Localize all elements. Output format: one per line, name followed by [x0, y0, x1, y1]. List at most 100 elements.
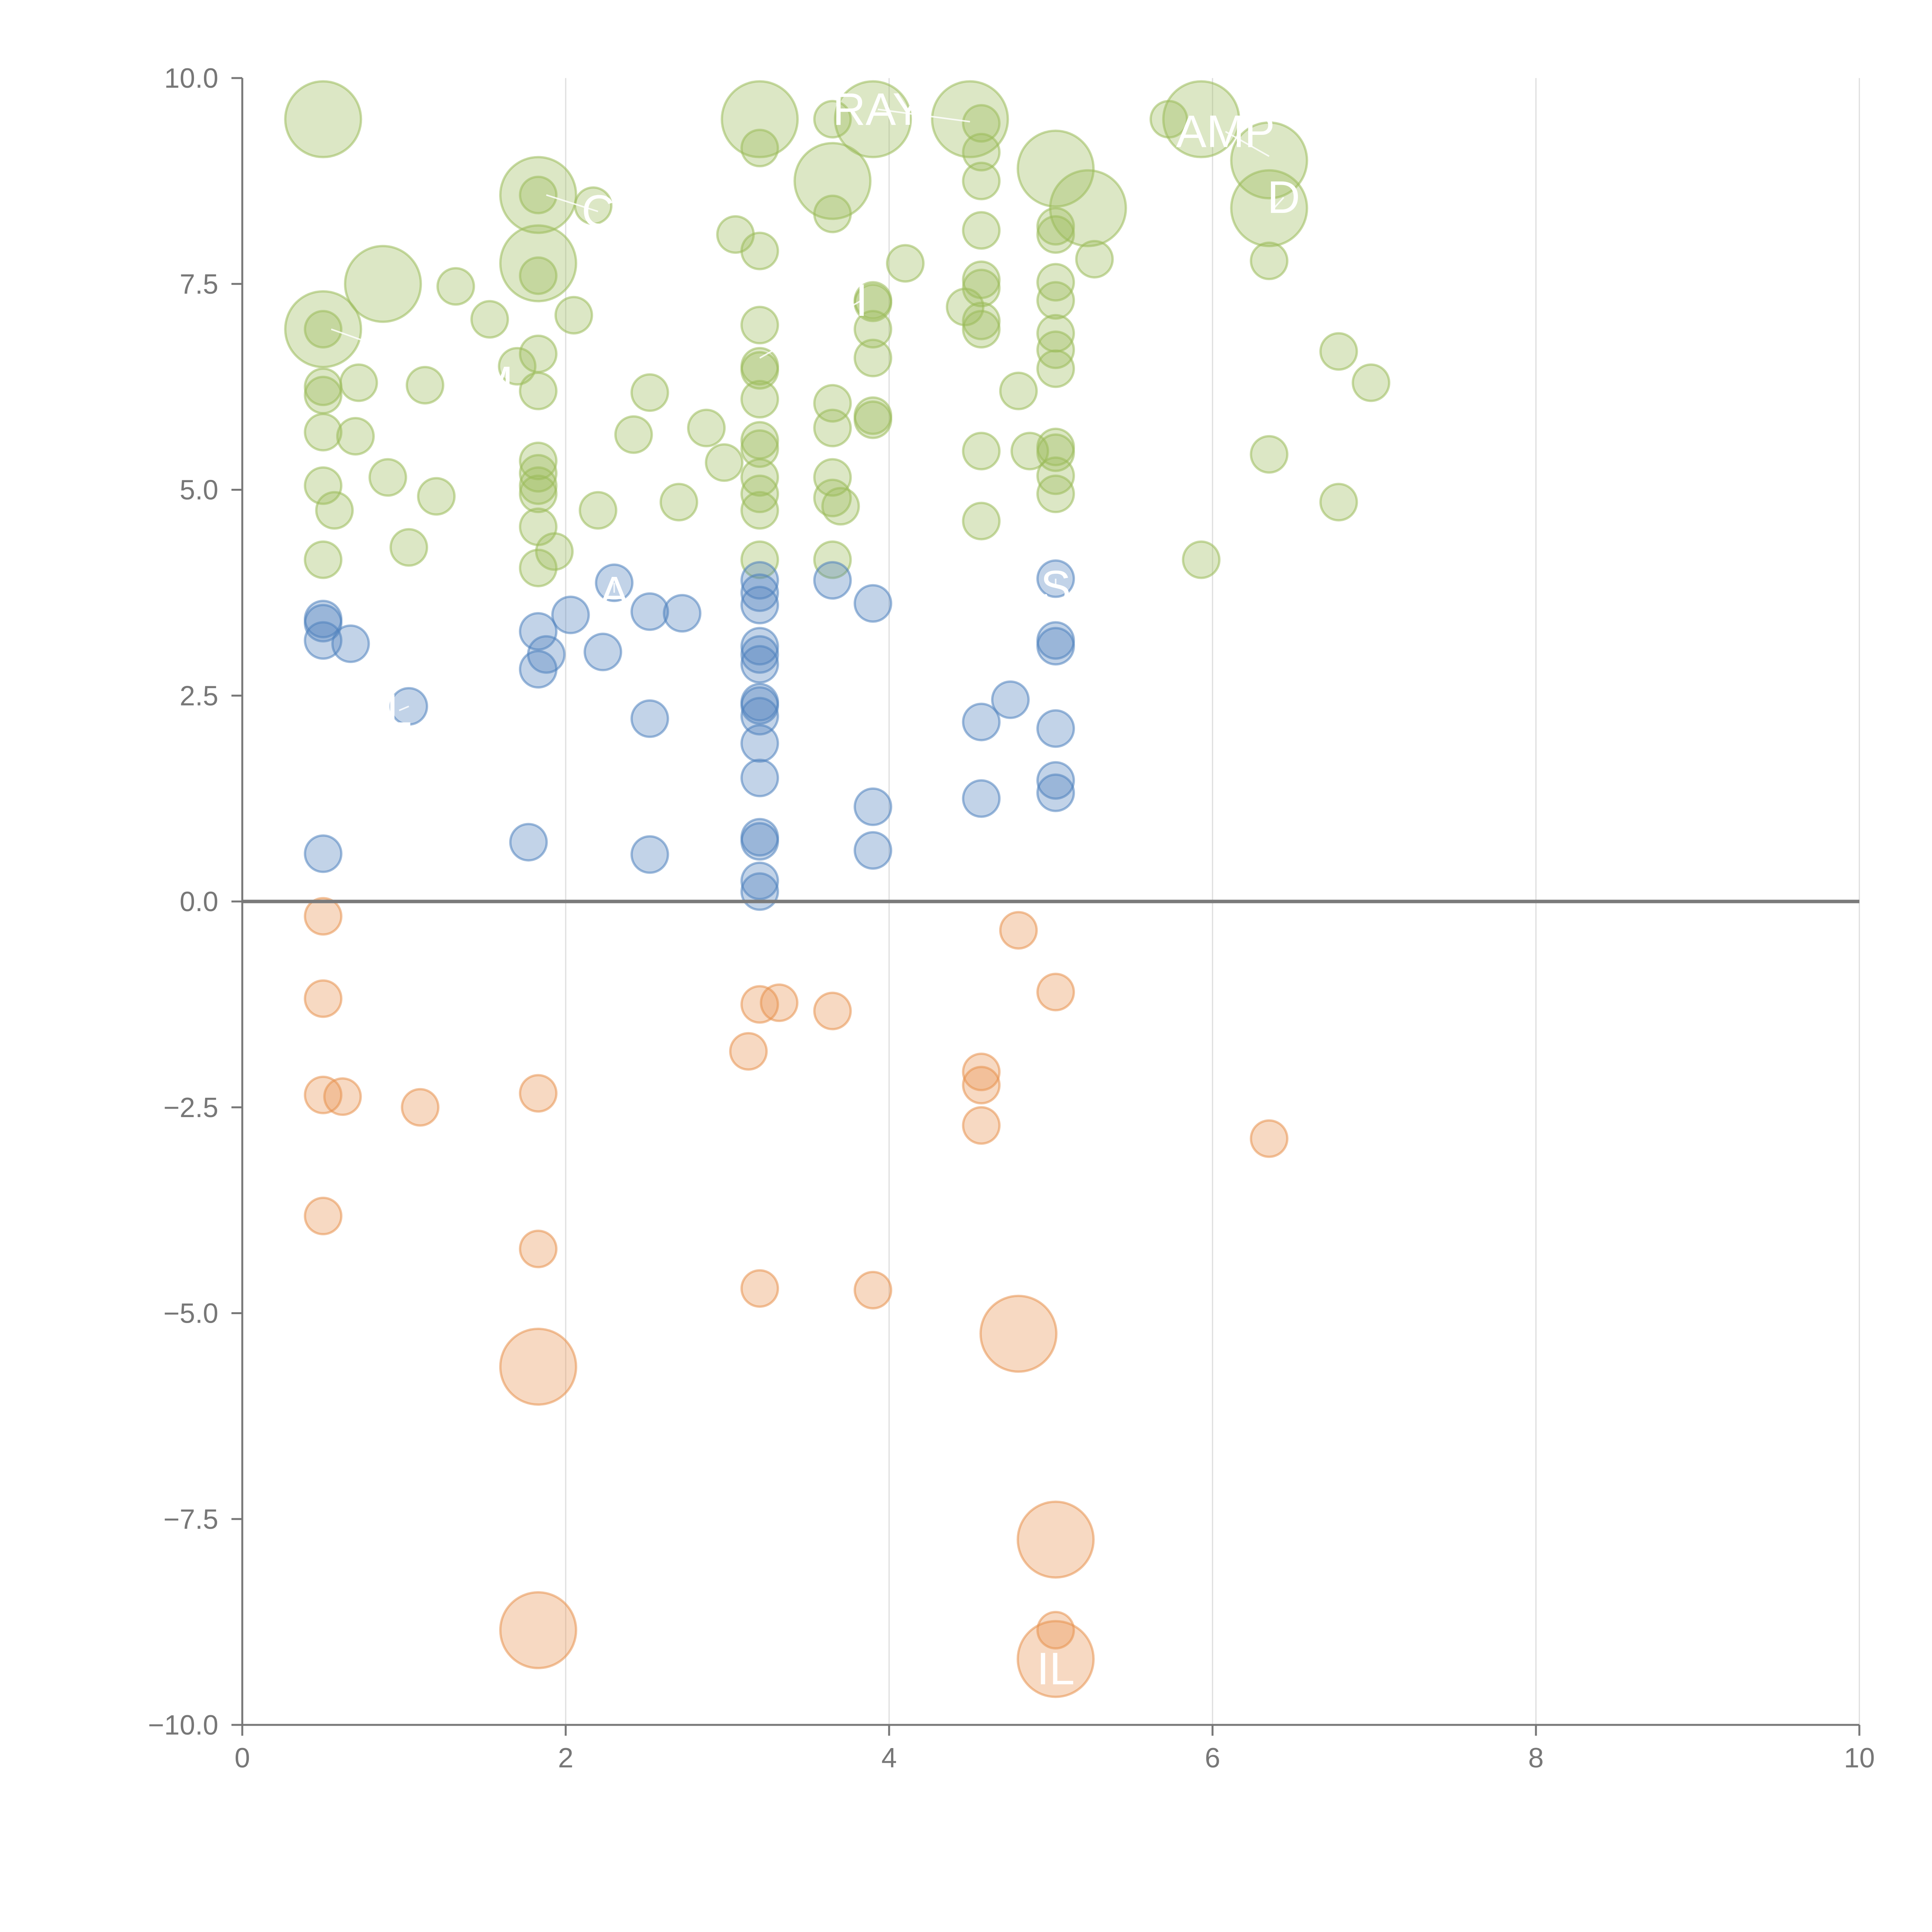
point-negative-8 — [499, 1328, 577, 1406]
y-tick-label: −10.0 — [148, 1710, 218, 1741]
point-high-5 — [304, 413, 343, 452]
point-negative-6 — [519, 1074, 558, 1113]
x-tick-label: 6 — [1205, 1743, 1220, 1774]
point-low-24 — [740, 686, 779, 725]
point-negative-3 — [304, 1197, 343, 1236]
point-low-7 — [519, 612, 558, 651]
point-high-74 — [962, 133, 1001, 172]
point-high-79 — [962, 301, 1001, 340]
point-high-47 — [740, 380, 779, 419]
point-high-49 — [740, 429, 779, 468]
point-negative-9 — [499, 1591, 577, 1669]
point-high-9 — [339, 363, 378, 402]
point-high-56 — [813, 194, 852, 233]
point-negative-2 — [304, 1075, 343, 1114]
point-high-94 — [1036, 433, 1075, 472]
point-high-43 — [740, 231, 779, 270]
data-points — [284, 80, 1391, 1698]
point-high-82 — [962, 502, 1001, 541]
annotation-label: S — [1041, 561, 1071, 612]
x-tick-label: 0 — [235, 1743, 250, 1774]
point-high-50 — [740, 458, 779, 497]
point-high-32 — [554, 296, 593, 335]
point-high-18 — [498, 347, 537, 386]
point-high-30 — [519, 548, 558, 587]
y-tick-label: −2.5 — [163, 1092, 218, 1123]
point-low-36 — [962, 702, 1001, 742]
point-high-21 — [519, 175, 558, 214]
point-high-73 — [962, 104, 1001, 143]
point-low-3 — [304, 834, 343, 873]
point-low-4 — [331, 624, 370, 663]
point-high-15 — [417, 477, 456, 516]
point-low-9 — [527, 635, 566, 674]
point-low-42 — [1036, 709, 1075, 748]
point-negative-11 — [740, 985, 779, 1024]
point-negative-4 — [323, 1077, 362, 1116]
point-high-2 — [304, 310, 343, 349]
point-high-51 — [740, 474, 779, 514]
point-high-1 — [284, 290, 362, 368]
point-high-101 — [1182, 540, 1221, 579]
point-high-87 — [1036, 215, 1075, 254]
y-tick-label: 7.5 — [180, 269, 218, 300]
point-high-23 — [519, 334, 558, 373]
point-high-77 — [962, 260, 1001, 299]
point-low-35 — [854, 831, 893, 870]
point-high-70 — [886, 244, 925, 283]
point-low-13 — [630, 592, 669, 631]
point-low-6 — [509, 823, 548, 862]
point-high-6 — [304, 466, 343, 505]
point-negative-19 — [999, 911, 1038, 950]
point-high-8 — [315, 491, 354, 530]
point-high-16 — [436, 267, 475, 306]
annotation-leader-7 — [399, 706, 409, 711]
point-low-41 — [1036, 627, 1075, 666]
point-high-59 — [813, 458, 852, 497]
point-high-36 — [630, 373, 669, 412]
point-low-29 — [740, 822, 779, 861]
point-low-32 — [813, 561, 852, 600]
point-high-65 — [854, 283, 893, 322]
point-low-15 — [630, 835, 669, 874]
point-high-22 — [519, 256, 558, 295]
point-high-69 — [854, 400, 893, 439]
point-high-107 — [1319, 483, 1358, 522]
y-tick-label: 2.5 — [180, 680, 218, 711]
annotation-leader-5 — [759, 299, 862, 359]
point-low-33 — [854, 584, 893, 623]
point-high-31 — [535, 532, 574, 571]
point-low-37 — [962, 779, 1001, 818]
point-high-85 — [1017, 129, 1095, 208]
point-high-89 — [1036, 281, 1075, 320]
point-high-102 — [1230, 121, 1308, 200]
point-negative-5 — [401, 1088, 440, 1127]
point-high-100 — [1162, 80, 1240, 158]
point-negative-20 — [979, 1294, 1058, 1373]
point-high-46 — [740, 351, 779, 390]
point-high-34 — [578, 491, 617, 530]
annotation-leader-2 — [1273, 197, 1284, 209]
point-low-25 — [740, 697, 779, 736]
point-high-55 — [793, 142, 872, 220]
axis-ticks: 0 2 4 6 8 10 −10.0 −7.5 −5.0 −2.5 0.0 2.5 5.0 7.5 10.0 — [148, 63, 1875, 1774]
point-high-80 — [962, 310, 1001, 349]
point-labels: RAY AMP D C LM I S L A IL — [331, 84, 1300, 1694]
point-high-54 — [813, 100, 852, 139]
point-low-31 — [740, 872, 779, 911]
point-high-106 — [1319, 332, 1358, 371]
point-high-96 — [1036, 474, 1075, 514]
point-high-41 — [721, 80, 799, 158]
point-high-44 — [740, 306, 779, 345]
x-tick-label: 8 — [1528, 1743, 1544, 1774]
point-high-13 — [389, 528, 429, 567]
point-high-62 — [821, 487, 860, 526]
point-low-22 — [740, 645, 779, 684]
point-low-44 — [1036, 773, 1075, 812]
point-high-38 — [687, 408, 726, 447]
point-high-108 — [1352, 363, 1391, 402]
point-negative-0 — [304, 897, 343, 936]
point-high-24 — [519, 371, 558, 410]
point-high-78 — [962, 269, 1001, 308]
